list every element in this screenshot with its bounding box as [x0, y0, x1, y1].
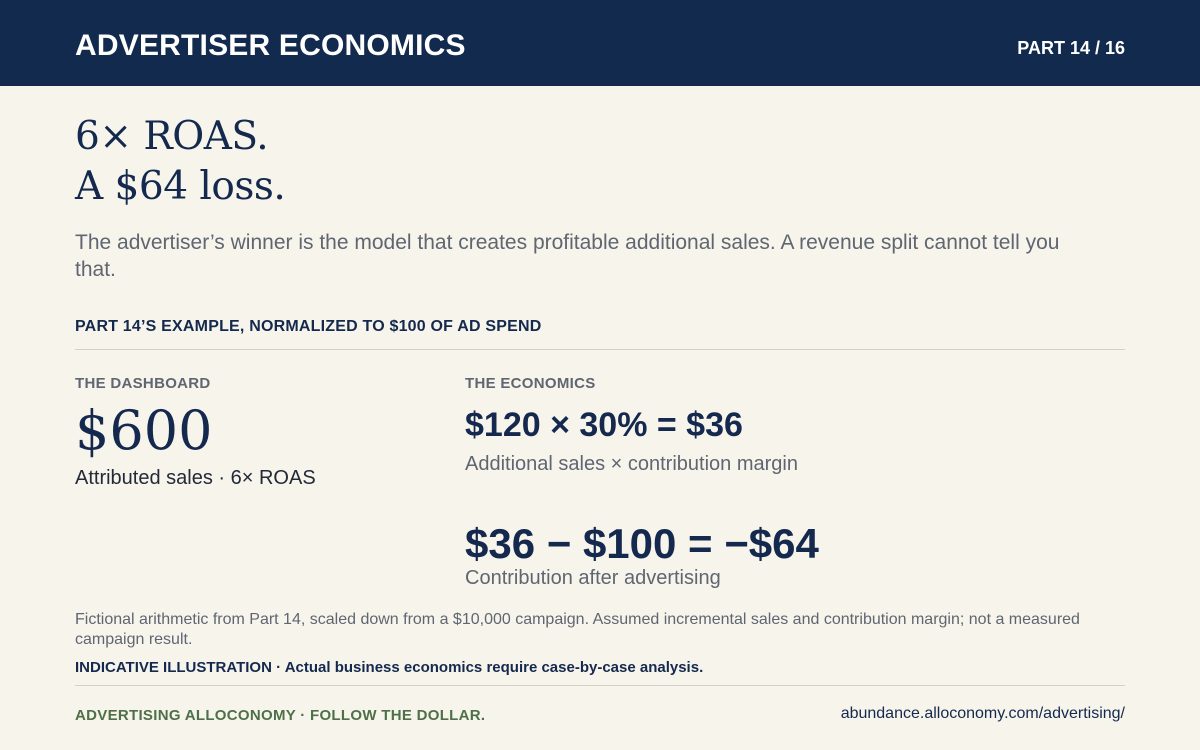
dashboard-caption: Attributed sales · 6× ROAS — [75, 467, 316, 489]
disclaimer: INDICATIVE ILLUSTRATION · Actual busines… — [75, 659, 704, 676]
headline-line-2: A $64 loss. — [75, 164, 286, 209]
divider-top — [75, 349, 1125, 350]
header-bar: ADVERTISER ECONOMICS PART 14 / 16 — [0, 0, 1200, 86]
divider-bottom — [75, 685, 1125, 686]
headline-line-1: 6× ROAS. — [75, 114, 269, 159]
economics-label: THE ECONOMICS — [465, 375, 596, 392]
dashboard-label: THE DASHBOARD — [75, 375, 211, 392]
dashboard-value: $600 — [75, 399, 213, 462]
economics-equation-1: $120 × 30% = $36 — [465, 406, 743, 444]
footer-tagline: ADVERTISING ALLOCONOMY · FOLLOW THE DOLL… — [75, 707, 486, 724]
part-indicator: PART 14 / 16 — [1017, 38, 1125, 58]
economics-caption-1: Additional sales × contribution margin — [465, 453, 798, 475]
headline: 6× ROAS. A $64 loss. — [75, 112, 286, 212]
footnote: Fictional arithmetic from Part 14, scale… — [75, 611, 1080, 648]
page-title: ADVERTISER ECONOMICS — [75, 29, 466, 62]
footer-url[interactable]: abundance.alloconomy.com/advertising/ — [840, 705, 1125, 722]
subtitle: The advertiser’s winner is the model tha… — [75, 231, 1060, 281]
section-label: PART 14’S EXAMPLE, NORMALIZED TO $100 OF… — [75, 318, 542, 335]
economics-equation-2: $36 − $100 = −$64 — [465, 520, 819, 567]
economics-caption-2: Contribution after advertising — [465, 567, 721, 589]
